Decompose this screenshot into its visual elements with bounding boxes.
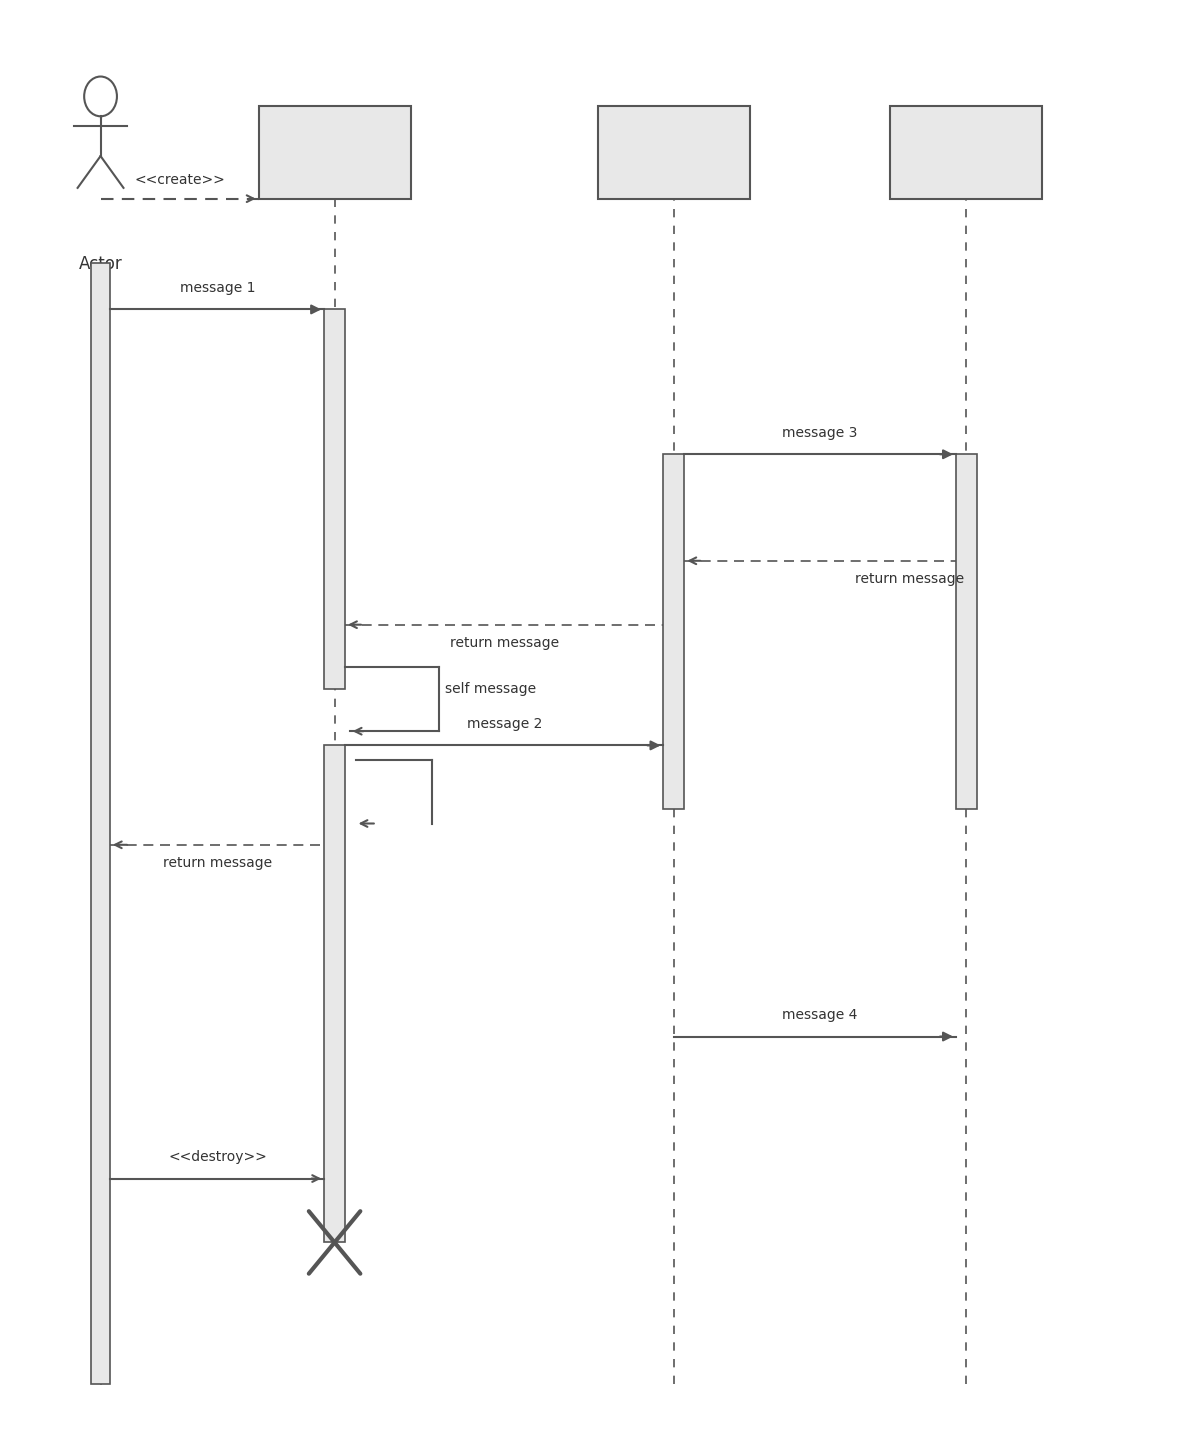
Text: Object: Object xyxy=(305,143,363,162)
Bar xyxy=(324,746,345,1242)
Text: <<create>>: <<create>> xyxy=(134,174,225,188)
Text: return message: return message xyxy=(855,572,965,587)
Text: message 3: message 3 xyxy=(783,426,858,440)
Bar xyxy=(890,106,1042,199)
Bar xyxy=(598,106,749,199)
Text: message 1: message 1 xyxy=(180,281,256,295)
Text: Object: Object xyxy=(644,143,703,162)
Bar xyxy=(663,455,684,809)
Bar xyxy=(955,455,977,809)
Text: Object: Object xyxy=(937,143,996,162)
Text: message 4: message 4 xyxy=(783,1008,858,1022)
Text: Actor: Actor xyxy=(78,255,122,274)
Text: self message: self message xyxy=(444,681,535,695)
Text: return message: return message xyxy=(163,856,272,870)
Text: return message: return message xyxy=(450,637,559,650)
Text: <<destroy>>: <<destroy>> xyxy=(168,1150,266,1164)
Bar xyxy=(324,310,345,688)
Bar xyxy=(258,106,411,199)
Bar xyxy=(91,262,110,1384)
Text: message 2: message 2 xyxy=(466,717,542,731)
